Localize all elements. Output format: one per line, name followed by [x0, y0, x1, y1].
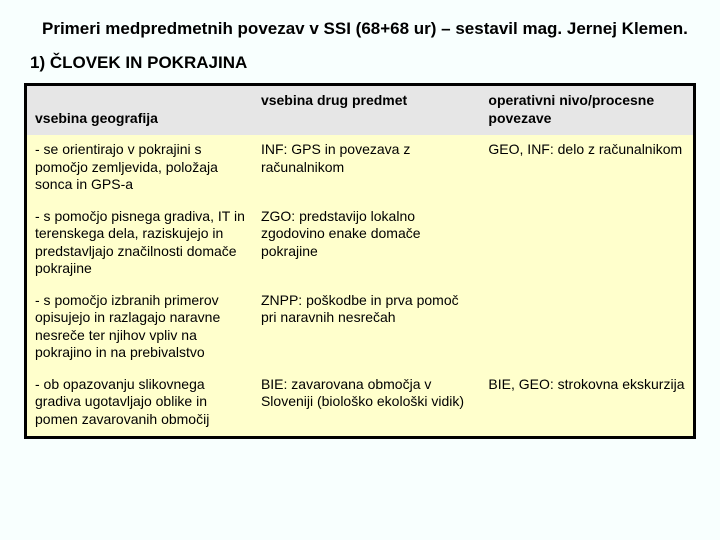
table-row: - s pomočjo pisnega gradiva, IT in teren…: [26, 202, 695, 286]
cell-nivo: BIE, GEO: strokovna ekskurzija: [480, 370, 694, 438]
table-row: - se orientirajo v pokrajini s pomočjo z…: [26, 135, 695, 202]
cell-geo: - s pomočjo pisnega gradiva, IT in teren…: [26, 202, 253, 286]
cell-geo: - s pomočjo izbranih primerov opisujejo …: [26, 286, 253, 370]
cell-geo: - se orientirajo v pokrajini s pomočjo z…: [26, 135, 253, 202]
cell-drug: BIE: zavarovana območja v Sloveniji (bio…: [253, 370, 480, 438]
cell-nivo: GEO, INF: delo z računalnikom: [480, 135, 694, 202]
section-heading: 1) ČLOVEK IN POKRAJINA: [30, 53, 696, 73]
cell-drug: ZGO: predstavijo lokalno zgodovino enake…: [253, 202, 480, 286]
cell-drug: INF: GPS in povezava z računalnikom: [253, 135, 480, 202]
table-row: - ob opazovanju slikovnega gradiva ugota…: [26, 370, 695, 438]
col-header-geografija: vsebina geografija: [26, 85, 253, 136]
col-header-nivo: operativni nivo/procesne povezave: [480, 85, 694, 136]
cell-geo: - ob opazovanju slikovnega gradiva ugota…: [26, 370, 253, 438]
cell-drug: ZNPP: poškodbe in prva pomoč pri naravni…: [253, 286, 480, 370]
cell-nivo: [480, 286, 694, 370]
page-title: Primeri medpredmetnih povezav v SSI (68+…: [42, 18, 696, 39]
cross-subject-table: vsebina geografija vsebina drug predmet …: [24, 83, 696, 439]
table-row: - s pomočjo izbranih primerov opisujejo …: [26, 286, 695, 370]
table-header-row: vsebina geografija vsebina drug predmet …: [26, 85, 695, 136]
cell-nivo: [480, 202, 694, 286]
col-header-drug-predmet: vsebina drug predmet: [253, 85, 480, 136]
